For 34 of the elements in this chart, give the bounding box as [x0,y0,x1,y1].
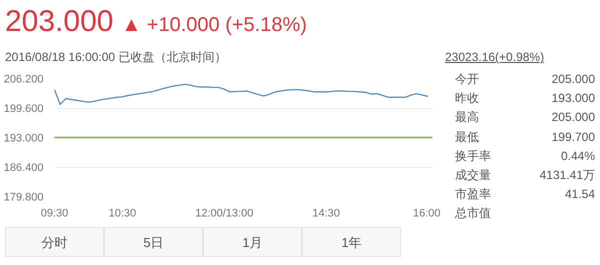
text: 205.000 [550,71,595,88]
text: 换手率 [454,148,492,165]
text: 1月 [203,227,302,257]
chart-title: 203.000 [5,5,114,38]
x-tick-label: 16:00 [412,208,441,220]
text: 最低 [454,128,480,146]
text: 0.44% [560,148,595,165]
y-tick-label: 179.800 [4,192,44,204]
y-tick-label: 193.000 [4,132,44,144]
text: 199.700 [550,128,595,146]
y-tick-label: 206.200 [4,74,44,86]
text: 今开 [454,71,480,88]
text: 昨收 [454,90,480,108]
text: ▲ +10.000 (+5.18%) [121,14,307,36]
text: 193.000 [550,90,595,108]
x-tick-label: 14:30 [312,208,340,220]
chart-subtitle: 2016/08/18 16:00:00 已收盘（北京时间） [5,49,226,66]
x-tick-label: 10:30 [108,208,136,220]
text: 4131.41万 [538,166,595,184]
text: 5日 [104,227,203,257]
text: 成交量 [454,166,492,184]
y-tick-label: 199.600 [4,103,44,115]
x-tick-label: 12:00/13:00 [195,208,254,220]
text: 23023.16(+0.98%) [445,50,544,64]
line-series [54,84,429,106]
text: 1年 [302,227,401,257]
x-tick-label: 09:30 [40,208,68,220]
text: 总市值 [454,205,492,222]
text: 市盈率 [454,186,492,203]
text: 最高 [454,109,480,126]
y-tick-label: 186.400 [4,162,44,174]
text: 41.54 [564,186,595,203]
text: 分时 [5,227,104,257]
text: 205.000 [550,109,595,126]
